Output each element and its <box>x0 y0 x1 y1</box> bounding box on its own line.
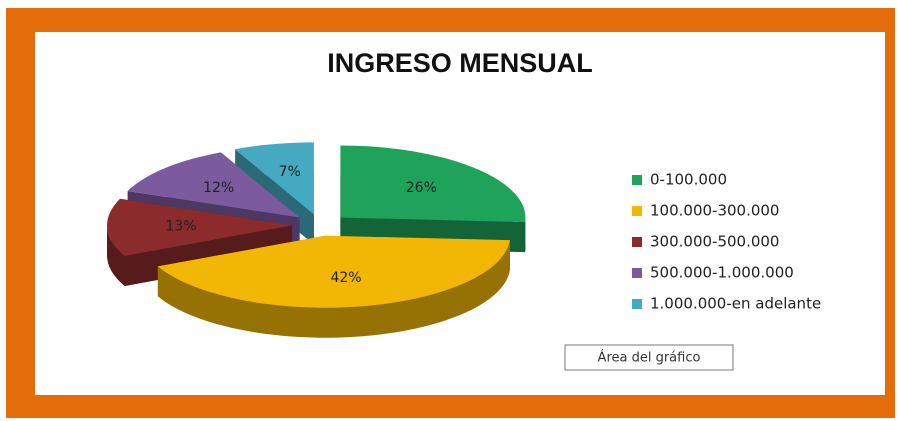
slice-side <box>107 225 125 286</box>
legend-swatch <box>632 206 642 216</box>
data-label: 42% <box>330 270 361 286</box>
slice <box>107 198 293 256</box>
slice <box>157 235 510 308</box>
tooltip: Área del gráfico <box>598 350 701 366</box>
chart-title: INGRESO MENSUAL <box>327 48 593 78</box>
legend-swatch <box>632 175 642 185</box>
legend-label: 100.000-300.000 <box>650 202 779 220</box>
legend-label: 1.000.000-en adelante <box>650 295 821 313</box>
legend-label: 500.000-1.000.000 <box>650 264 794 282</box>
slice <box>127 152 300 218</box>
data-label: 26% <box>406 180 437 196</box>
slice-side <box>157 240 510 337</box>
slice <box>235 142 314 215</box>
tooltip-box <box>564 344 734 371</box>
legend-label: 300.000-500.000 <box>650 233 779 251</box>
data-label: 7% <box>279 164 301 180</box>
legend-label: 0-100.000 <box>650 171 727 189</box>
legend-swatch <box>632 237 642 247</box>
slice <box>340 145 526 223</box>
legend-swatch <box>632 268 642 278</box>
data-label: 12% <box>203 180 234 196</box>
legend-swatch <box>632 299 642 309</box>
data-label: 13% <box>166 219 197 235</box>
